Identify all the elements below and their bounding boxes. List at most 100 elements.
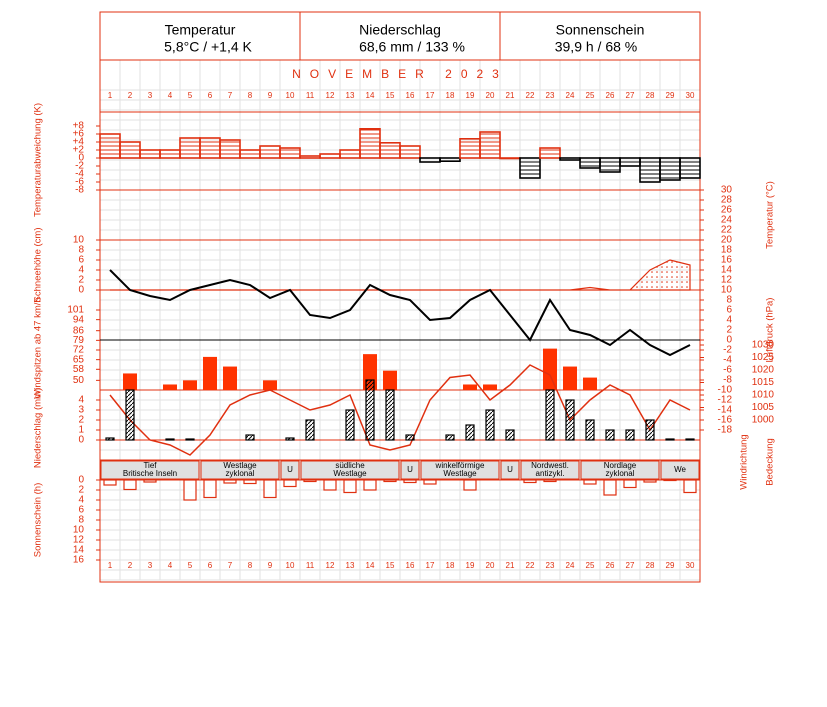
bar [385, 389, 395, 441]
y-tick-label: 1015 [752, 377, 775, 388]
y-tick-label: -4 [723, 355, 732, 366]
header-title: Sonnenschein [556, 22, 645, 38]
y-tick-label: 14 [721, 265, 733, 276]
side-label: Windrichtung [739, 434, 750, 489]
y-tick-label: -14 [718, 405, 733, 416]
y-tick-label: 79 [73, 335, 85, 346]
day-label: 6 [208, 91, 213, 100]
y-tick-label: -4 [75, 169, 84, 180]
anomaly-bar [499, 157, 521, 160]
weather-type-box [580, 460, 660, 480]
y-tick-label: -6 [723, 365, 732, 376]
y-tick-label: 6 [78, 255, 84, 266]
anomaly-bar [199, 137, 221, 159]
day-label: 26 [606, 561, 615, 570]
y-tick-label: 14 [73, 545, 85, 556]
weather-type-label: antizykl. [536, 469, 565, 478]
anomaly-bar [139, 149, 161, 159]
weather-type-box [280, 460, 300, 480]
weather-type-label: Britische Inseln [123, 469, 177, 478]
anomaly-bar [219, 139, 241, 159]
bar [143, 479, 157, 483]
bar [363, 479, 377, 491]
day-label: 20 [486, 561, 495, 570]
weather-type-label: südliche [335, 461, 365, 470]
day-label: 7 [228, 561, 233, 570]
y-tick-label: 65 [73, 354, 85, 365]
bar [323, 479, 337, 491]
bar [583, 377, 597, 390]
side-label: Bedeckung [765, 438, 776, 486]
anomaly-bar [99, 133, 121, 159]
y-tick-label: 18 [721, 245, 733, 256]
day-label: 15 [386, 561, 395, 570]
day-label: 1 [108, 91, 113, 100]
y-tick-label: -18 [718, 425, 733, 436]
bar [405, 434, 415, 441]
y-tick-label: 8 [726, 295, 732, 306]
day-label: 24 [566, 91, 575, 100]
line-series [109, 364, 691, 456]
anomaly-bar [599, 157, 621, 173]
day-label: 21 [506, 91, 515, 100]
bar [403, 479, 417, 484]
day-label: 29 [666, 91, 675, 100]
weather-type-label: U [407, 465, 413, 474]
y-tick-label: -16 [718, 415, 733, 426]
y-tick-label: 72 [73, 345, 85, 356]
y-tick-label: 0 [78, 285, 84, 296]
axis-label: Temperaturabweichung (K) [33, 103, 44, 217]
line-series [109, 269, 691, 357]
anomaly-bar [159, 149, 181, 159]
bar [445, 434, 455, 441]
y-tick-label: 1010 [752, 390, 775, 401]
y-tick-label: 24 [721, 215, 733, 226]
header-title: Niederschlag [359, 22, 441, 38]
day-label: 6 [208, 561, 213, 570]
y-tick-label: 1025 [752, 352, 775, 363]
weather-type-label: U [507, 465, 513, 474]
bar [665, 438, 675, 441]
y-tick-label: 2 [78, 485, 84, 496]
bar [643, 479, 657, 483]
weather-type-label: winkelförmige [435, 461, 485, 470]
y-tick-label: 4 [78, 265, 84, 276]
day-label: 11 [306, 91, 315, 100]
anomaly-bar [239, 149, 261, 159]
day-label: 10 [286, 91, 295, 100]
bar [223, 366, 237, 390]
anomaly-bar [659, 157, 681, 181]
bar [645, 419, 655, 441]
axis-label: Niederschlag (mm) [33, 388, 44, 468]
bar [625, 429, 635, 441]
anomaly-bar [339, 149, 361, 159]
bar [103, 479, 117, 486]
day-label: 9 [268, 91, 273, 100]
bar [523, 479, 537, 484]
y-tick-label: 101 [67, 305, 84, 316]
weather-type-label: Westlage [333, 469, 367, 478]
bar [463, 384, 477, 390]
weather-type-label: U [287, 465, 293, 474]
y-tick-label: 0 [726, 335, 732, 346]
y-tick-label: 1 [78, 425, 84, 436]
anomaly-bar [579, 157, 601, 169]
bar [485, 409, 495, 441]
anomaly-bar [119, 141, 141, 159]
snow-area [110, 259, 691, 291]
bar [465, 424, 475, 441]
anomaly-bar [519, 157, 541, 179]
y-tick-label: +8 [73, 121, 85, 132]
weather-type-label: Westlage [223, 461, 257, 470]
y-tick-label: +6 [73, 129, 85, 140]
header-value: 68,6 mm / 133 % [359, 39, 465, 55]
weather-type-box [300, 460, 400, 480]
day-label: 4 [168, 91, 173, 100]
y-tick-label: 22 [721, 225, 733, 236]
bar [585, 419, 595, 441]
bar [543, 479, 557, 483]
day-label: 4 [168, 561, 173, 570]
bar [345, 409, 355, 441]
day-label: 29 [666, 561, 675, 570]
